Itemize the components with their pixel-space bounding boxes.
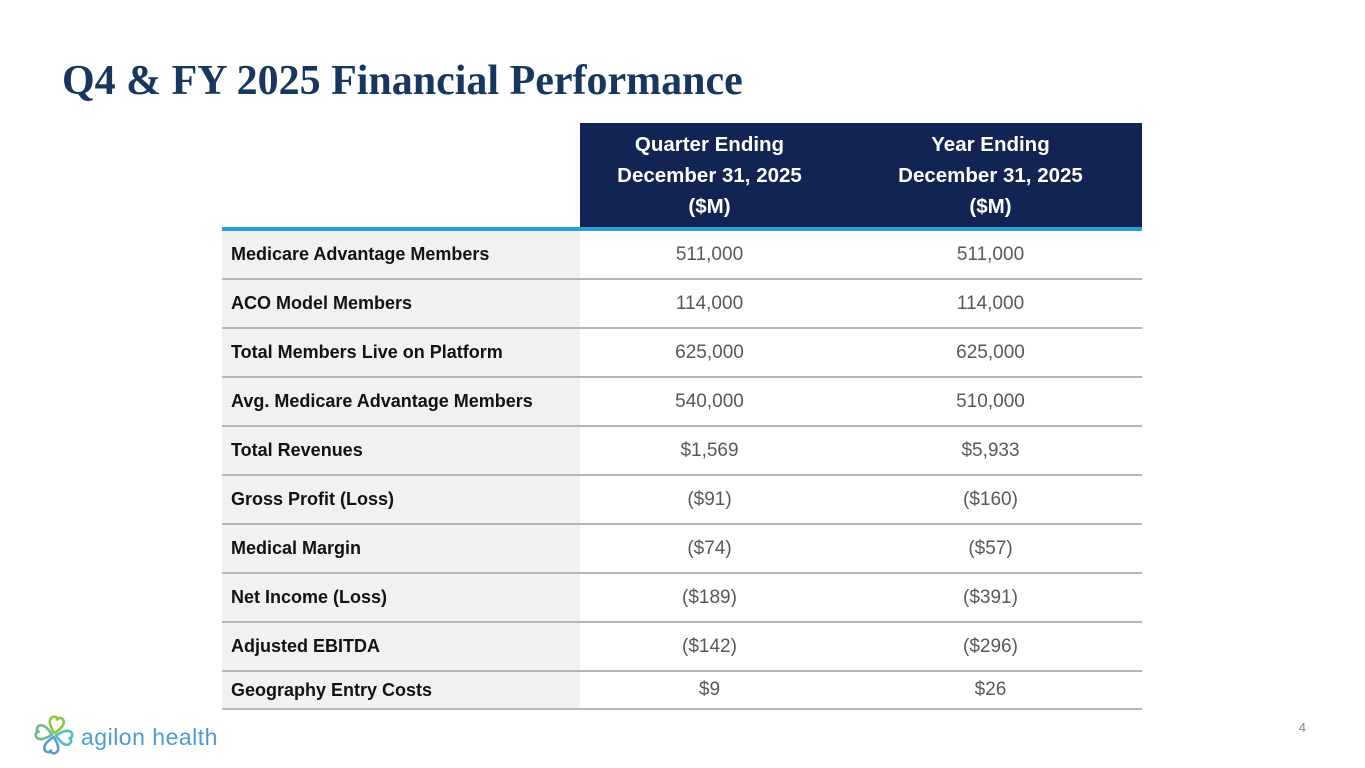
year-value: 114,000 [956, 292, 1025, 314]
table-row: Net Income (Loss) ($189) ($391) [222, 574, 1142, 623]
year-value: $26 [974, 679, 1007, 700]
year-value: 511,000 [956, 243, 1025, 265]
column-header-quarter: Quarter Ending December 31, 2025 ($M) [580, 123, 861, 227]
year-value: ($57) [968, 537, 1013, 559]
table-row: Total Members Live on Platform 625,000 6… [222, 329, 1142, 378]
logo-wordmark: agilon health [81, 724, 218, 750]
column-header-year: Year Ending December 31, 2025 ($M) [861, 123, 1142, 227]
row-label: Avg. Medicare Advantage Members [222, 378, 580, 425]
row-label: Medical Margin [222, 525, 580, 572]
table-row: Geography Entry Costs $9 $26 [222, 672, 1142, 710]
year-value: 625,000 [956, 341, 1025, 363]
quarter-value: 625,000 [675, 341, 744, 363]
table-row: ACO Model Members 114,000 114,000 [222, 280, 1142, 329]
agilon-health-logo: agilon health [34, 714, 218, 761]
page-number: 4 [1298, 720, 1306, 735]
table-row: Gross Profit (Loss) ($91) ($160) [222, 476, 1142, 525]
year-value: 510,000 [956, 390, 1025, 412]
year-value: ($391) [963, 586, 1018, 608]
table-row: Total Revenues $1,569 $5,933 [222, 427, 1142, 476]
quarter-value: ($91) [687, 488, 732, 510]
quarter-value: ($74) [687, 537, 732, 559]
year-value: $5,933 [961, 439, 1020, 461]
row-label: Total Revenues [222, 427, 580, 474]
table-row: Avg. Medicare Advantage Members 540,000 … [222, 378, 1142, 427]
row-label: Adjusted EBITDA [222, 623, 580, 670]
quarter-value: $1,569 [680, 439, 739, 461]
row-label: Total Members Live on Platform [222, 329, 580, 376]
quarter-value: 511,000 [675, 243, 744, 265]
year-value: ($296) [963, 635, 1018, 657]
quarter-value: 540,000 [675, 390, 744, 412]
quarter-value: $9 [698, 679, 721, 700]
table-row: Medical Margin ($74) ($57) [222, 525, 1142, 574]
financial-table: Medicare Advantage Members 511,000 511,0… [222, 227, 1142, 710]
table-header-spacer [222, 123, 580, 227]
row-label: Net Income (Loss) [222, 574, 580, 621]
quarter-value: ($189) [682, 586, 737, 608]
quarter-value: 114,000 [675, 292, 744, 314]
agilon-clover-icon [34, 714, 74, 761]
page-title: Q4 & FY 2025 Financial Performance [62, 58, 743, 104]
quarter-value: ($142) [682, 635, 737, 657]
table-header: Quarter Ending December 31, 2025 ($M) Ye… [222, 123, 1142, 227]
year-value: ($160) [963, 488, 1018, 510]
table-row: Adjusted EBITDA ($142) ($296) [222, 623, 1142, 672]
row-label: Medicare Advantage Members [222, 231, 580, 278]
row-label: Gross Profit (Loss) [222, 476, 580, 523]
row-label: ACO Model Members [222, 280, 580, 327]
table-row: Medicare Advantage Members 511,000 511,0… [222, 231, 1142, 280]
row-label: Geography Entry Costs [222, 672, 580, 708]
